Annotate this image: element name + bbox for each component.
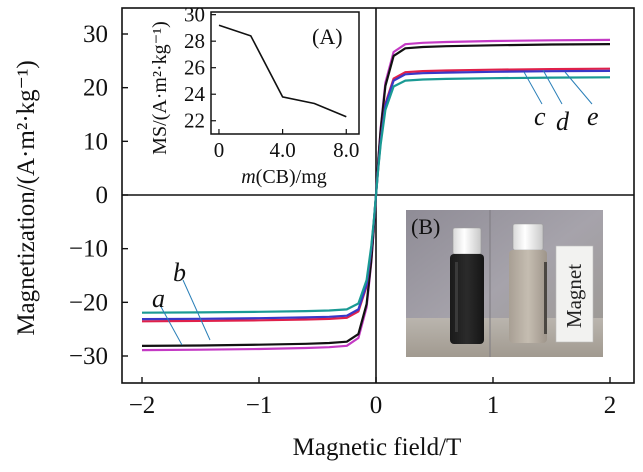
inset-a-y-label: MS/(A·m²·kg⁻¹) <box>149 21 171 155</box>
x-tick-label: −1 <box>246 392 273 419</box>
curve-label-a: a <box>152 284 165 313</box>
curve-label-b: b <box>173 258 186 287</box>
inset-y-tick-label: 30 <box>184 3 205 27</box>
callout-line-e <box>564 71 593 105</box>
inset-b-photo: Magnet (B) <box>406 210 603 357</box>
inset-x-tick-label: 8.0 <box>333 138 359 162</box>
series-e-curve <box>141 76 611 314</box>
callout-line-b <box>182 279 211 341</box>
curve-label-e: e <box>587 102 599 131</box>
inset-x-tick-label: 4.0 <box>269 138 295 162</box>
y-tick-label: 20 <box>83 75 108 102</box>
callout-line-d <box>542 69 563 105</box>
inset-y-tick-label: 22 <box>184 109 205 133</box>
x-tick-label: −2 <box>129 392 156 419</box>
curve-label-d: d <box>556 107 570 136</box>
y-tick-label: 30 <box>83 21 108 48</box>
x-tick-label: 1 <box>487 392 500 419</box>
right-vial-cap <box>512 223 544 251</box>
inset-b-panel-label: (B) <box>411 214 440 239</box>
main-series-group <box>141 38 611 352</box>
inset-y-tick-label: 28 <box>184 29 205 53</box>
left-vial-highlight <box>455 262 458 332</box>
x-tick-label: 2 <box>604 392 617 419</box>
inset-a-background <box>134 9 374 187</box>
y-tick-label: −30 <box>69 343 108 370</box>
y-axis-label: Magnetization/(A·m²·kg⁻¹) <box>13 60 40 335</box>
x-tick-label: 0 <box>370 392 383 419</box>
inset-a-ms-line <box>218 24 347 118</box>
y-tick-label: −10 <box>69 236 108 263</box>
left-vial-cap <box>452 227 482 255</box>
magnet-label: Magnet <box>562 264 586 328</box>
inset-a-panel-label: (A) <box>312 24 343 49</box>
inset-a-frame <box>210 11 360 135</box>
inset-x-tick-label: 0 <box>214 138 225 162</box>
right-vial-deposit <box>544 262 547 334</box>
callout-line-a <box>159 304 183 346</box>
curve-callouts: a b c d e <box>152 69 599 346</box>
magnet-block <box>555 245 594 343</box>
y-tick-label: 0 <box>96 182 109 209</box>
y-tick-label: −20 <box>69 289 108 316</box>
inset-y-tick-label: 26 <box>184 56 205 80</box>
y-tick-label: 10 <box>83 128 108 155</box>
curve-label-c: c <box>534 102 546 131</box>
inset-a-x-label: m(CB)/mg <box>241 166 327 188</box>
right-vial-body <box>509 250 547 343</box>
callout-line-c <box>523 71 543 105</box>
x-axis-label: Magnetic field/T <box>293 434 462 461</box>
inset-y-tick-label: 24 <box>184 82 206 106</box>
left-vial-body <box>450 254 484 344</box>
